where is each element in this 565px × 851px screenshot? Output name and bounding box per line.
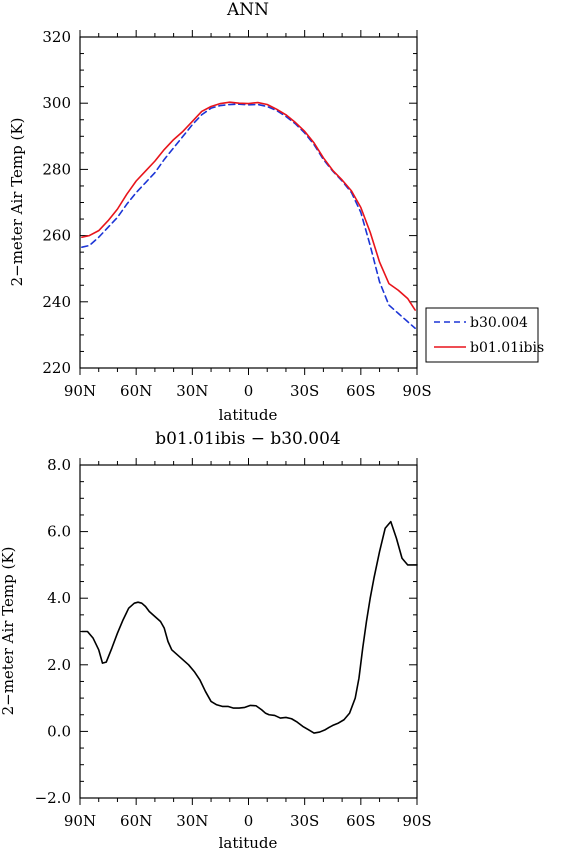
bottom-x-axis-title: latitude: [219, 834, 278, 851]
top-x-tick-label: 90N: [64, 382, 96, 400]
top-y-tick-label: 260: [42, 227, 71, 245]
bottom-x-tick-label: 90S: [402, 812, 431, 830]
legend-label-b30-004: b30.004: [470, 315, 528, 331]
bottom-x-tick-label: 60S: [346, 812, 375, 830]
top-series-b30-004-line: [81, 103, 416, 330]
bottom-y-axis: −2.0 0.0 2.0 4.0 6.0 8.0: [35, 456, 417, 807]
top-y-tick-label: 220: [42, 359, 71, 377]
bottom-x-tick-label: 90N: [64, 812, 96, 830]
bottom-plot-frame: [79, 464, 418, 799]
top-x-axis-title: latitude: [219, 406, 278, 424]
bottom-x-tick-label: 60N: [120, 812, 152, 830]
bottom-x-axis: 90N 60N 30N 0 30S 60S 90S: [64, 458, 432, 830]
bottom-y-tick-label: 8.0: [47, 456, 71, 474]
top-x-tick-label: 60S: [346, 382, 375, 400]
bottom-x-tick-label: 30S: [290, 812, 319, 830]
bottom-series-difference-line: [81, 520, 418, 734]
top-y-axis: 220 240 260 280 300 320: [42, 28, 417, 377]
top-series-b01-01ibis-line: [81, 101, 416, 311]
top-y-axis-title: 2−meter Air Temp (K): [8, 118, 26, 287]
bottom-panel-title: b01.01ibis − b30.004: [155, 429, 340, 449]
legend-box: [425, 307, 539, 363]
top-y-tick-label: 320: [42, 28, 71, 46]
bottom-y-tick-label: 0.0: [47, 722, 71, 740]
top-x-tick-label: 30N: [176, 382, 208, 400]
top-x-tick-label: 0: [244, 382, 254, 400]
top-y-tick-label: 300: [42, 94, 71, 112]
top-x-tick-label: 90S: [402, 382, 431, 400]
bottom-y-axis-title: 2−meter Air Temp (K): [0, 547, 17, 716]
top-panel-title: ANN: [226, 0, 269, 20]
top-plot-frame: [79, 36, 418, 369]
bottom-y-tick-label: −2.0: [35, 789, 71, 807]
top-x-axis: 90N 60N 30N 0 30S 60S 90S: [64, 30, 432, 400]
bottom-panel: b01.01ibis − b30.004 −2.0 0.0 2.0 4.0 6.0 8.0…: [0, 429, 432, 851]
bottom-x-tick-label: 0: [244, 812, 254, 830]
bottom-y-tick-label: 4.0: [47, 589, 71, 607]
top-x-tick-label: 30S: [290, 382, 319, 400]
bottom-series-group: [81, 520, 418, 734]
bottom-y-tick-label: 6.0: [47, 523, 71, 541]
legend-label-b01-01ibis: b01.01ibis: [470, 340, 544, 356]
legend: b30.004 b01.01ibis: [425, 307, 544, 363]
bottom-y-tick-label: 2.0: [47, 656, 71, 674]
top-series-group: [81, 101, 416, 330]
bottom-x-tick-label: 30N: [176, 812, 208, 830]
top-x-tick-label: 60N: [120, 382, 152, 400]
top-y-tick-label: 280: [42, 160, 71, 178]
top-y-tick-label: 240: [42, 293, 71, 311]
